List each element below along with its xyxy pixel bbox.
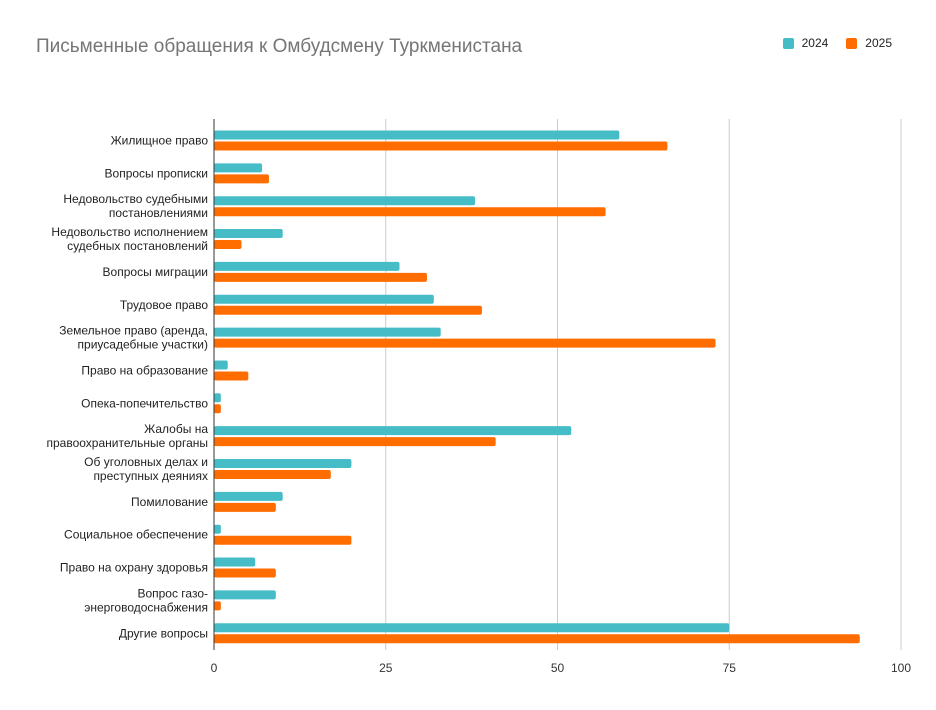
bar-2024-4: [214, 261, 400, 271]
x-tick-label: 75: [723, 661, 737, 675]
legend-item-2025[interactable]: 2025: [846, 36, 892, 50]
bar-2024-13: [214, 557, 256, 567]
category-label-line: Жилищное право: [111, 134, 209, 148]
category-label: Жилищное право: [111, 134, 209, 148]
bar-2024-3: [214, 229, 283, 239]
legend-swatch-2025: [846, 37, 858, 49]
bar-2024-7: [214, 360, 228, 370]
category-label-line: Вопрос газо-: [137, 586, 208, 600]
category-label-line: Жалобы на: [144, 422, 208, 436]
bar-2024-14: [214, 590, 276, 600]
bar-2025-1: [214, 174, 269, 184]
category-label-line: судебных постановлений: [67, 239, 208, 253]
chart-title: Письменные обращения к Омбудсмену Туркме…: [36, 36, 523, 57]
bar-2025-3: [214, 240, 242, 250]
category-label: Жалобы на правоохранительные органы: [46, 422, 208, 450]
bar-2024-11: [214, 491, 283, 501]
bar-2025-0: [214, 141, 668, 151]
category-label: Другие вопросы: [119, 626, 208, 640]
category-label-line: Право на охрану здоровья: [60, 561, 208, 575]
category-label: Трудовое право: [120, 298, 208, 312]
category-label-line: Социальное обеспечение: [64, 528, 208, 542]
category-label-line: Право на образование: [81, 363, 208, 377]
category-label: Недовольство судебными постановлениями: [63, 192, 208, 220]
category-label: Вопрос газо-энерговодоснабжения: [84, 586, 208, 614]
category-label: Недовольство исполнением судебных постано…: [51, 225, 208, 253]
bar-2025-6: [214, 338, 716, 348]
legend-label-2025: 2025: [865, 36, 892, 50]
x-tick-label: 100: [891, 661, 911, 675]
bar-2024-6: [214, 327, 441, 337]
category-label: Земельное право (аренда, приусадебные уча…: [59, 324, 208, 352]
category-label-line: Недовольство судебными: [63, 192, 208, 206]
legend-item-2024[interactable]: 2024: [782, 36, 829, 50]
bar-2025-8: [214, 404, 221, 414]
bar-2025-4: [214, 272, 427, 282]
x-tick-label: 0: [211, 661, 218, 675]
category-label: Социальное обеспечение: [64, 528, 208, 542]
category-label: Вопросы миграции: [103, 265, 208, 279]
category-label-line: Трудовое право: [120, 298, 208, 312]
category-label-line: правоохранительные органы: [46, 436, 208, 450]
bar-2025-5: [214, 305, 482, 315]
bar-2025-2: [214, 207, 606, 217]
bar-2025-7: [214, 371, 249, 381]
bar-2025-14: [214, 601, 221, 611]
bar-2024-9: [214, 426, 572, 436]
legend-swatch-2024: [782, 37, 794, 49]
category-label-line: Недовольство исполнением: [51, 225, 208, 239]
bar-2025-11: [214, 502, 276, 512]
category-label-line: энерговодоснабжения: [84, 600, 208, 614]
bar-2024-1: [214, 163, 263, 173]
x-tick-label: 50: [551, 661, 565, 675]
category-label-line: Вопросы миграции: [103, 265, 208, 279]
category-label-line: Об уголовных делах и: [84, 455, 208, 469]
bar-2024-10: [214, 459, 352, 468]
bar-2024-12: [214, 524, 221, 534]
bar-2024-8: [214, 393, 221, 403]
category-label: Опека-попечительство: [81, 396, 208, 410]
bar-2025-12: [214, 535, 352, 545]
bar-2024-15: [214, 623, 730, 633]
category-label: Право на охрану здоровья: [60, 561, 208, 575]
category-label-line: Вопросы прописки: [105, 166, 208, 180]
category-label: Помилование: [131, 495, 208, 509]
category-label-line: преступных деяниях: [93, 469, 208, 483]
category-label: Право на образование: [81, 363, 208, 377]
legend-label-2024: 2024: [801, 36, 829, 50]
x-tick-label: 25: [379, 661, 393, 675]
category-label-line: приусадебные участки): [78, 338, 208, 352]
bar-2024-0: [214, 130, 620, 140]
category-label-line: Другие вопросы: [119, 626, 208, 640]
category-label: Вопросы прописки: [105, 166, 208, 180]
bar-2025-13: [214, 568, 276, 578]
bar-2025-9: [214, 437, 496, 447]
category-label-line: Земельное право (аренда,: [59, 324, 208, 338]
bar-2025-10: [214, 470, 331, 479]
category-label-line: постановлениями: [109, 206, 208, 220]
category-label-line: Помилование: [131, 495, 208, 509]
legend: 2024 2025: [765, 36, 892, 50]
category-label: Об уголовных делах и преступных деяниях: [84, 455, 208, 483]
bar-2025-15: [214, 634, 860, 644]
bar-2024-5: [214, 294, 434, 304]
bar-2024-2: [214, 196, 476, 206]
category-label-line: Опека-попечительство: [81, 396, 208, 410]
